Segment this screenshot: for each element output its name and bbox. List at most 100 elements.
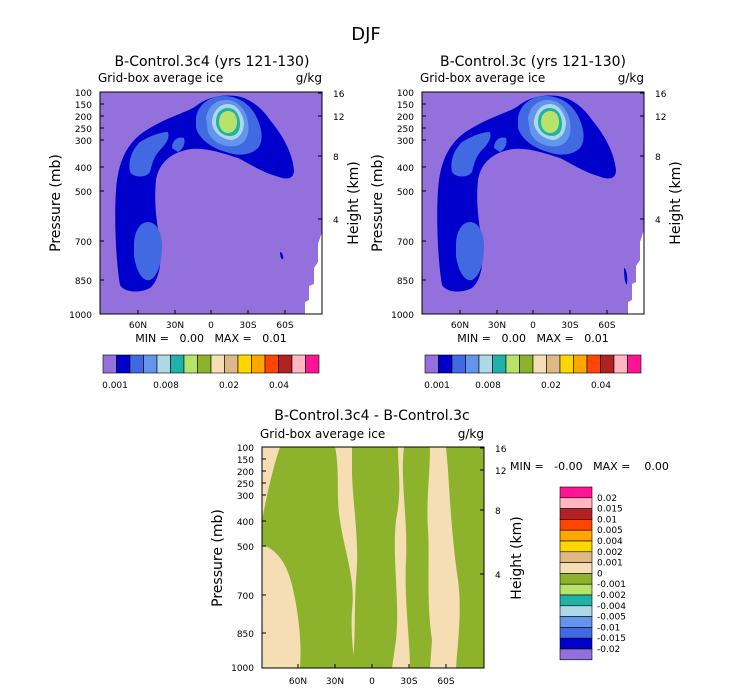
panel-right-plot <box>421 91 645 315</box>
colorbar-swatch <box>627 354 642 374</box>
panel-left-y2axis: 16 12 8 4 Height (km) <box>318 90 362 245</box>
colorbar-label: 0.04 <box>269 381 289 391</box>
panel-diff-xtick-label: 30N <box>326 677 344 687</box>
panel-right-units: g/kg <box>618 71 644 85</box>
colorbar-swatch <box>291 354 306 374</box>
panel-left-ytick-label: 850 <box>75 277 92 287</box>
panel-diff-ytick-label: 250 <box>237 480 254 490</box>
panel-right-ytick-label: 150 <box>397 101 414 111</box>
colorbar-swatch <box>478 354 493 374</box>
panel-right-xtick-label: 0 <box>530 321 536 331</box>
panel-right-ytick-label: 850 <box>397 277 414 287</box>
colorbar-swatch <box>559 551 593 563</box>
colorbar-label: -0.02 <box>597 645 620 655</box>
panel-diff-yticks <box>262 446 266 669</box>
colorbar-swatch <box>183 354 198 374</box>
panel-right-subtitle: Grid-box average ice <box>420 71 545 85</box>
colorbar-swatch <box>559 616 593 628</box>
colorbar-swatch <box>156 354 171 374</box>
colorbar-swatch <box>559 648 593 661</box>
panel-left-ytick-label: 300 <box>75 137 92 147</box>
panel-diff-colorbar-labels: 0.020.0150.010.0050.0040.0020.0010-0.001… <box>597 494 626 655</box>
panel-diff-subtitle: Grid-box average ice <box>260 427 385 441</box>
panel-left-xticks <box>137 310 286 314</box>
colorbar-swatch <box>143 354 158 374</box>
colorbar-swatch <box>573 354 588 374</box>
panel-diff-xtick-label: 0 <box>369 677 375 687</box>
colorbar-swatch <box>170 354 185 374</box>
colorbar-label: 0 <box>597 569 603 579</box>
colorbar-swatch <box>559 605 593 617</box>
panel-diff-y2tick-label: 16 <box>495 445 507 455</box>
panel-left-yticks <box>100 91 104 315</box>
colorbar-swatch <box>197 354 212 374</box>
panel-left-ytick-label: 1000 <box>69 311 92 321</box>
panel-left-ytick-label: 100 <box>75 89 92 99</box>
panel-diff-ytick-label: 1000 <box>231 664 254 674</box>
panel-right-y2tick-label: 12 <box>655 113 666 123</box>
panel-diff-minmax: MIN = -0.00 MAX = 0.00 <box>510 460 669 473</box>
panel-right-minmax: MIN = 0.00 MAX = 0.01 <box>457 332 608 345</box>
colorbar-swatch <box>532 354 547 374</box>
colorbar-label: 0.015 <box>597 505 623 515</box>
panel-diff-ytick-label: 850 <box>237 630 254 640</box>
colorbar-label: -0.002 <box>597 591 626 601</box>
panel-left-xaxis: 60N 30N 0 30S 60S <box>129 310 294 331</box>
panel-left-white-region <box>305 232 322 314</box>
panel-diff-xtick-label: 60S <box>437 677 454 687</box>
panel-right-xticks <box>459 310 608 314</box>
panel-diff-ytick-label: 700 <box>237 592 254 602</box>
colorbar-label: 0.02 <box>597 494 617 504</box>
panel-left-y2ticks <box>318 92 322 220</box>
panel-left-xtick-label: 60S <box>276 321 293 331</box>
colorbar-swatch <box>251 354 266 374</box>
colorbar-swatch <box>278 354 293 374</box>
colorbar-swatch <box>559 540 593 553</box>
panel-right-ytick-label: 250 <box>397 125 414 135</box>
panel-right-ytick-label: 500 <box>397 188 414 198</box>
colorbar-label: 0.008 <box>475 381 501 391</box>
panel-left-ylabel: Pressure (mb) <box>48 154 64 252</box>
panel-diff-frame <box>261 446 485 669</box>
colorbar-swatch <box>559 573 593 585</box>
panel-left-title: B-Control.3c4 (yrs 121-130) <box>115 54 310 70</box>
panel-diff-ytick-label: 400 <box>237 518 254 528</box>
panel-left-ytick-label: 700 <box>75 238 92 248</box>
panel-diff: B-Control.3c4 - B-Control.3c Grid-box av… <box>210 408 669 687</box>
colorbar-swatch <box>102 354 117 374</box>
panel-left-y2tick-label: 8 <box>333 153 339 163</box>
colorbar-swatch <box>129 354 144 374</box>
panel-left-contour-2b <box>134 222 162 281</box>
colorbar-label: 0.01 <box>597 515 617 525</box>
panel-left-contour-2d <box>172 137 185 152</box>
colorbar-label: 0.001 <box>597 559 623 569</box>
panel-diff-xtick-label: 30S <box>400 677 417 687</box>
panel-right-ylabel: Pressure (mb) <box>370 154 386 252</box>
colorbar-swatch <box>546 354 561 374</box>
panel-right-ytick-label: 400 <box>397 164 414 174</box>
colorbar-swatch <box>559 497 593 509</box>
colorbar-swatch <box>210 354 225 374</box>
panel-right-yaxis: 100 150 200 250 300 400 500 700 850 1000… <box>370 89 426 321</box>
panel-diff-xtick-label: 60N <box>289 677 307 687</box>
colorbar-label: -0.001 <box>597 580 626 590</box>
panel-diff-ytick-label: 500 <box>237 543 254 553</box>
figure-title: DJF <box>351 24 381 45</box>
panel-left-ytick-label: 400 <box>75 164 92 174</box>
panel-right-y2tick-label: 4 <box>655 216 661 226</box>
panel-right: B-Control.3c (yrs 121-130) Grid-box aver… <box>370 54 684 391</box>
colorbar-label: 0.005 <box>597 526 623 536</box>
panel-diff-yaxis: 100 150 200 250 300 400 500 700 850 1000… <box>210 444 266 674</box>
panel-diff-negative-region-3 <box>402 447 432 668</box>
panel-diff-y2axis: 16 12 8 4 Height (km) <box>480 445 525 600</box>
colorbar-label: -0.004 <box>597 602 626 612</box>
panel-right-xtick-label: 60N <box>451 321 469 331</box>
colorbar-swatch <box>586 354 601 374</box>
colorbar-swatch <box>559 354 574 374</box>
panel-right-y2tick-label: 16 <box>655 90 667 100</box>
panel-diff-ytick-label: 200 <box>237 468 254 478</box>
panel-right-title: B-Control.3c (yrs 121-130) <box>440 54 626 70</box>
panel-right-xaxis: 60N 30N 0 30S 60S <box>451 310 616 331</box>
panel-right-contour-1b <box>624 268 628 285</box>
